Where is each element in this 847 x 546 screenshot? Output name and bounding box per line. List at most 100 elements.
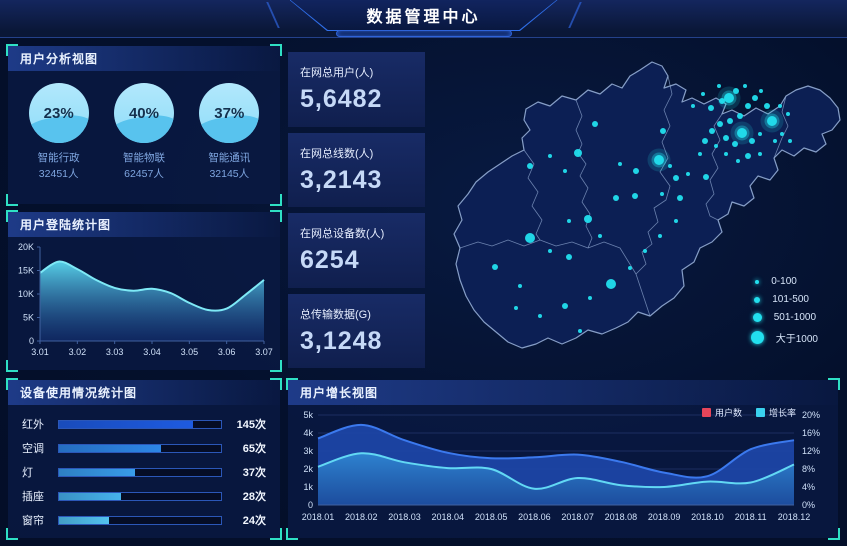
map-point	[677, 195, 683, 201]
stat-card: 在网总用户(人) 5,6482	[288, 52, 425, 127]
panel-login-stats: 用户登陆统计图 0 5K 10K 15K 20K 3.01 3.02 3.03 3.04 3.05…	[6, 210, 282, 372]
svg-text:3.04: 3.04	[143, 347, 161, 357]
map-legend-item[interactable]: 大于1000	[750, 330, 818, 345]
svg-text:0: 0	[29, 336, 34, 346]
stat-label: 在网总用户(人)	[300, 67, 374, 80]
map-legend-item[interactable]: 101-500	[751, 294, 818, 305]
map-point	[760, 109, 784, 133]
map-point	[764, 103, 770, 109]
gauge-percent: 37%	[214, 104, 245, 122]
svg-text:2018.01: 2018.01	[302, 512, 335, 522]
legend-dot-icon	[754, 296, 761, 303]
map-point	[514, 306, 518, 310]
bar-track	[58, 491, 222, 501]
growth-legend-item[interactable]: 增长率	[755, 406, 796, 419]
map-point	[658, 234, 662, 238]
map-point	[703, 174, 709, 180]
map-point	[578, 329, 582, 333]
growth-legend-item[interactable]: 用户数	[701, 406, 742, 419]
device-usage-row: 空调 65次	[22, 436, 266, 460]
legend-dot-icon	[750, 331, 764, 344]
stat-value: 3,1248	[300, 326, 383, 355]
device-usage-row: 灯 37次	[22, 460, 266, 484]
device-bar-chart: 红外 145次 空调 65次灯 37次 插座 28次 窗帘 24次	[8, 405, 280, 532]
svg-text:1k: 1k	[303, 482, 313, 492]
svg-text:2018.08: 2018.08	[605, 512, 638, 522]
svg-text:20%: 20%	[802, 410, 820, 420]
map-point	[647, 148, 671, 172]
gauge-item: 40% 智能物联 62457人	[102, 83, 186, 183]
map-point	[736, 159, 740, 163]
svg-text:5K: 5K	[23, 313, 34, 323]
panel-user-analysis: 用户分析视图 23% 智能行政 32451人 40% 智能物联 62457人 37% 智能通讯…	[6, 44, 282, 206]
legend-label: 501-1000	[773, 312, 817, 323]
stat-card: 在网总设备数(人) 6254	[288, 213, 425, 288]
growth-chart-legend: 用户数 增长率	[701, 406, 796, 419]
map-legend-item[interactable]: 501-1000	[751, 312, 818, 323]
map-point	[732, 141, 738, 147]
map-point	[727, 118, 733, 124]
map-point	[563, 169, 567, 173]
map-point	[660, 128, 666, 134]
title-underline	[335, 30, 512, 37]
map-point	[714, 144, 718, 148]
bar-label: 窗帘	[22, 515, 44, 527]
panel-title: 用户登陆统计图	[8, 212, 280, 237]
map-point	[758, 132, 762, 136]
svg-text:2018.06: 2018.06	[518, 512, 551, 522]
stat-value: 5,6482	[300, 85, 383, 114]
svg-text:3.06: 3.06	[218, 347, 236, 357]
map-point	[628, 266, 632, 270]
svg-text:12%: 12%	[802, 446, 820, 456]
stat-value: 6254	[300, 246, 360, 275]
map-point	[673, 175, 679, 181]
map-point	[730, 121, 754, 145]
bar-fill	[59, 468, 136, 476]
bar-track	[58, 467, 222, 477]
map-legend-item[interactable]: 0-100	[751, 276, 818, 287]
map-point	[780, 132, 784, 136]
map-point	[518, 284, 522, 288]
map-point	[592, 121, 598, 127]
map-point	[492, 264, 498, 270]
panel-title: 设备使用情况统计图	[8, 380, 280, 405]
map-point	[708, 105, 714, 111]
legend-dot-icon	[752, 313, 762, 322]
map-point	[717, 84, 721, 88]
gauge-label: 智能物联 62457人	[122, 152, 165, 181]
login-area-chart: 0 5K 10K 15K 20K 3.01 3.02 3.03 3.04 3.05 3.06 3.07	[18, 242, 273, 357]
svg-text:3.07: 3.07	[255, 347, 273, 357]
stat-label: 在网总设备数(人)	[300, 228, 385, 241]
map-point	[745, 153, 751, 159]
bar-value: 37次	[242, 467, 266, 479]
growth-area-chart: 0 0% 1k 4% 2k 8% 3k 12% 4k 16% 5k 20% 2018.01 2018.02…	[302, 410, 820, 522]
corner-bracket-icon	[270, 194, 282, 206]
legend-swatch-icon	[755, 408, 765, 417]
map-point	[562, 303, 568, 309]
stat-card: 在网总线数(人) 3,2143	[288, 132, 425, 207]
legend-label: 101-500	[772, 294, 809, 305]
panel-title: 用户增长视图	[288, 380, 838, 405]
liquid-gauge: 23%	[28, 83, 89, 143]
map-point	[668, 164, 672, 168]
svg-text:2018.03: 2018.03	[388, 512, 421, 522]
svg-text:2018.09: 2018.09	[648, 512, 681, 522]
corner-bracket-icon	[6, 194, 18, 206]
map-point	[788, 139, 792, 143]
page-title: 数据管理中心	[290, 0, 557, 30]
legend-swatch-icon	[701, 408, 711, 417]
map-point	[574, 149, 582, 157]
bar-track	[58, 419, 222, 429]
stat-cards-column: 在网总用户(人) 5,6482 在网总线数(人) 3,2143 在网总设备数(人) 625…	[288, 52, 425, 368]
bar-fill	[59, 516, 110, 524]
map-point	[584, 215, 592, 223]
legend-label: 大于1000	[775, 334, 818, 345]
map-point	[606, 279, 616, 289]
map-point	[733, 88, 739, 94]
svg-text:2018.10: 2018.10	[691, 512, 724, 522]
svg-text:2018.02: 2018.02	[345, 512, 378, 522]
map-point	[786, 112, 790, 116]
bar-label: 空调	[22, 443, 44, 455]
map-point	[778, 104, 782, 108]
map-point	[724, 152, 728, 156]
